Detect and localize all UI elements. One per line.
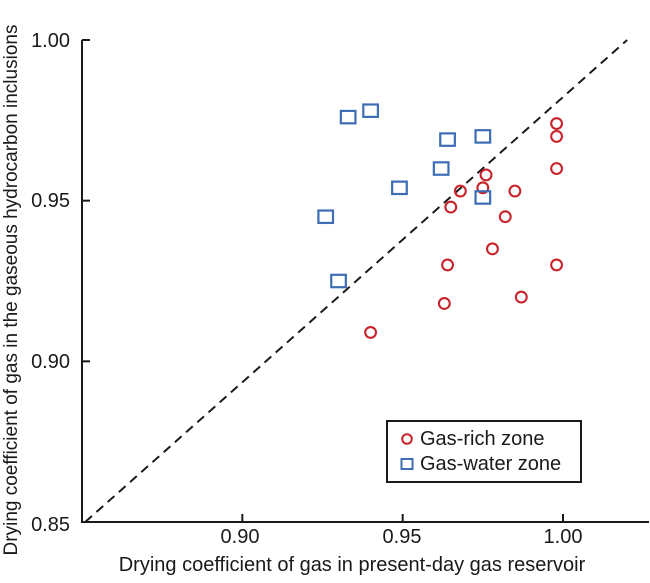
data-point-gas-rich (437, 297, 451, 310)
data-point-gas-rich (514, 290, 528, 304)
data-point-gas-water (391, 180, 408, 196)
legend-item-gas-water: Gas-water zone (400, 453, 580, 475)
x-tick-label-1.00: 1.00 (543, 526, 583, 548)
data-point-gas-rich (476, 181, 490, 195)
data-point-gas-water (330, 273, 347, 289)
data-point-gas-rich (444, 200, 458, 214)
data-point-gas-water (439, 132, 456, 147)
y-tick-label-0.95: 0.95 (31, 190, 70, 212)
data-point-gas-rich (498, 210, 512, 224)
legend-item-gas-rich: Gas-rich zone (400, 428, 580, 450)
data-point-gas-rich (364, 325, 378, 339)
data-point-gas-rich (550, 129, 564, 143)
y-tick-label-0.90: 0.90 (31, 351, 70, 373)
legend-label-gas-water: Gas-water zone (420, 453, 562, 475)
one-to-one-dashed-line (84, 39, 628, 523)
data-point-gas-rich (508, 184, 522, 198)
x-tick-label-0.90: 0.90 (220, 526, 260, 548)
legend-label-gas-rich: Gas-rich zone (420, 428, 545, 450)
data-point-gas-water (432, 161, 450, 176)
axis-ticks (82, 39, 564, 522)
data-point-gas-rich (550, 162, 564, 175)
data-point-gas-rich (479, 168, 493, 182)
data-point-gas-rich (486, 242, 499, 256)
data-point-gas-water (362, 103, 379, 118)
data-point-gas-rich (441, 258, 455, 272)
y-tick-label-0.85: 0.85 (31, 514, 70, 536)
data-point-gas-water (474, 190, 492, 205)
data-point-gas-water (474, 129, 492, 144)
data-point-gas-rich (550, 117, 564, 130)
scatter-points (317, 103, 564, 339)
x-tick-label-0.95: 0.95 (382, 526, 422, 548)
legend: Gas-rich zone Gas-water zone (386, 420, 582, 483)
y-axis-title: Drying coefficient of gas in the gaseous… (1, 24, 22, 556)
data-point-gas-water (317, 209, 335, 225)
gas-rich-circle-icon (401, 433, 413, 445)
reference-dashed-line (84, 39, 628, 523)
x-axis-title: Drying coefficient of gas in present-day… (118, 554, 586, 576)
data-point-gas-water (339, 109, 357, 125)
gas-water-square-icon (400, 458, 414, 470)
y-tick-label-1.00: 1.00 (31, 30, 70, 52)
data-point-gas-rich (550, 258, 564, 272)
data-point-gas-rich (453, 184, 467, 198)
